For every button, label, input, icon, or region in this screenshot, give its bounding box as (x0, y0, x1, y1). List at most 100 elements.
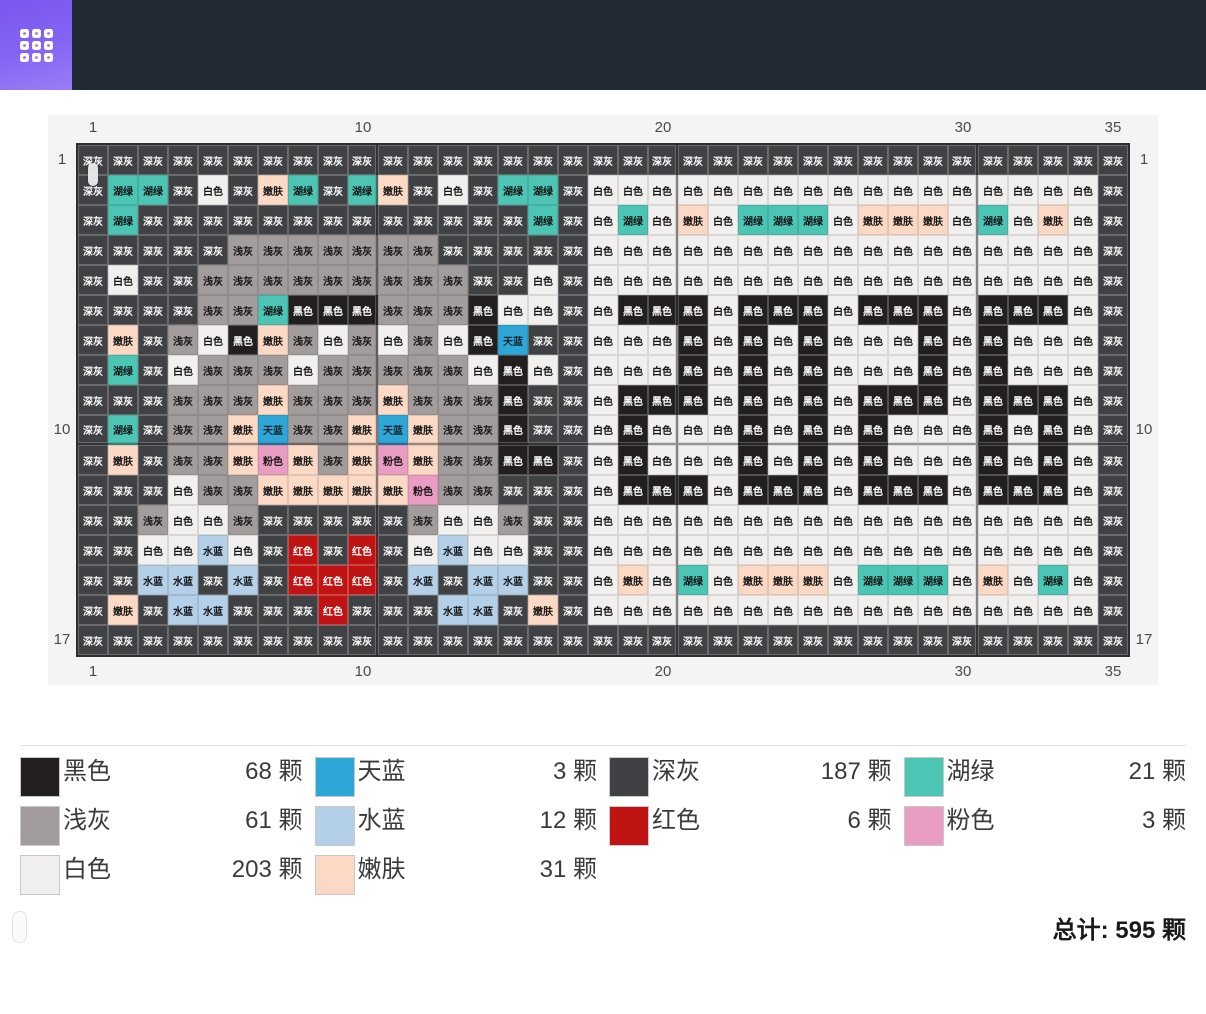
grid-cell[interactable]: 白色 (1068, 475, 1098, 505)
grid-cell[interactable]: 黑色 (978, 295, 1008, 325)
grid-cell[interactable]: 白色 (1008, 445, 1038, 475)
grid-cell[interactable]: 黑色 (888, 475, 918, 505)
grid-cell[interactable]: 深灰 (1008, 625, 1038, 655)
grid-cell[interactable]: 黑色 (918, 355, 948, 385)
grid-cell[interactable]: 深灰 (618, 625, 648, 655)
grid-cell[interactable]: 浅灰 (228, 505, 258, 535)
grid-cell[interactable]: 白色 (948, 205, 978, 235)
grid-cell[interactable]: 深灰 (1098, 235, 1128, 265)
grid-cell[interactable]: 深灰 (378, 145, 408, 175)
grid-cell[interactable]: 深灰 (288, 505, 318, 535)
grid-cell[interactable]: 黑色 (798, 295, 828, 325)
grid-cell[interactable]: 深灰 (348, 595, 378, 625)
grid-cell[interactable]: 深灰 (378, 535, 408, 565)
grid-cell[interactable]: 深灰 (228, 625, 258, 655)
grid-cell[interactable]: 白色 (678, 505, 708, 535)
grid-cell[interactable]: 白色 (1068, 265, 1098, 295)
side-handle[interactable] (12, 911, 27, 943)
grid-cell[interactable]: 深灰 (228, 175, 258, 205)
grid-cell[interactable]: 白色 (888, 415, 918, 445)
grid-cell[interactable]: 浅灰 (288, 325, 318, 355)
grid-cell[interactable]: 白色 (828, 385, 858, 415)
grid-cell[interactable]: 黑色 (618, 445, 648, 475)
grid-cell[interactable]: 深灰 (948, 625, 978, 655)
grid-cell[interactable]: 白色 (828, 295, 858, 325)
grid-cell[interactable]: 浅灰 (258, 265, 288, 295)
grid-cell[interactable]: 白色 (858, 505, 888, 535)
grid-cell[interactable]: 白色 (948, 475, 978, 505)
grid-cell[interactable]: 浅灰 (198, 385, 228, 415)
grid-cell[interactable]: 深灰 (498, 235, 528, 265)
grid-cell[interactable]: 黑色 (678, 325, 708, 355)
grid-cell[interactable]: 黑色 (858, 415, 888, 445)
grid-cell[interactable]: 深灰 (708, 625, 738, 655)
grid-cell[interactable]: 白色 (858, 175, 888, 205)
grid-cell[interactable]: 深灰 (618, 145, 648, 175)
grid-cell[interactable]: 白色 (1038, 265, 1068, 295)
grid-cell[interactable]: 黑色 (858, 385, 888, 415)
grid-cell[interactable]: 白色 (588, 385, 618, 415)
grid-cell[interactable]: 白色 (888, 235, 918, 265)
grid-cell[interactable]: 湖绿 (888, 565, 918, 595)
grid-cell[interactable]: 白色 (768, 265, 798, 295)
grid-cell[interactable]: 白色 (138, 535, 168, 565)
grid-cell[interactable]: 白色 (528, 265, 558, 295)
grid-cell[interactable]: 白色 (618, 235, 648, 265)
grid-cell[interactable]: 白色 (498, 295, 528, 325)
grid-cell[interactable]: 嫩肤 (228, 415, 258, 445)
grid-cell[interactable]: 白色 (588, 235, 618, 265)
grid-cell[interactable]: 浅灰 (408, 355, 438, 385)
grid-cell[interactable]: 黑色 (918, 475, 948, 505)
grid-cell[interactable]: 黑色 (858, 445, 888, 475)
grid-cell[interactable]: 白色 (1068, 295, 1098, 325)
grid-cell[interactable]: 深灰 (108, 385, 138, 415)
grid-cell[interactable]: 嫩肤 (108, 325, 138, 355)
grid-cell[interactable]: 白色 (1008, 595, 1038, 625)
grid-cell[interactable]: 白色 (1008, 535, 1038, 565)
grid-cell[interactable]: 白色 (1068, 175, 1098, 205)
grid-cell[interactable]: 天蓝 (498, 325, 528, 355)
grid-cell[interactable]: 深灰 (648, 145, 678, 175)
grid-cell[interactable]: 深灰 (498, 205, 528, 235)
grid-cell[interactable]: 深灰 (258, 205, 288, 235)
grid-cell[interactable]: 湖绿 (258, 295, 288, 325)
grid-cell[interactable]: 深灰 (318, 205, 348, 235)
grid-cell[interactable]: 黑色 (1008, 475, 1038, 505)
grid-cell[interactable]: 白色 (678, 595, 708, 625)
grid-cell[interactable]: 深灰 (138, 445, 168, 475)
grid-cell[interactable]: 深灰 (738, 145, 768, 175)
grid-cell[interactable]: 深灰 (168, 265, 198, 295)
grid-cell[interactable]: 水蓝 (168, 565, 198, 595)
grid-cell[interactable]: 白色 (1008, 235, 1038, 265)
grid-cell[interactable]: 深灰 (498, 595, 528, 625)
grid-cell[interactable]: 深灰 (558, 535, 588, 565)
grid-cell[interactable]: 浅灰 (228, 265, 258, 295)
grid-cell[interactable]: 浅灰 (318, 265, 348, 295)
grid-cell[interactable]: 白色 (798, 175, 828, 205)
grid-cell[interactable]: 黑色 (618, 415, 648, 445)
grid-cell[interactable]: 深灰 (408, 205, 438, 235)
grid-cell[interactable]: 深灰 (348, 625, 378, 655)
grid-cell[interactable]: 白色 (978, 265, 1008, 295)
grid-cell[interactable]: 湖绿 (348, 175, 378, 205)
grid-cell[interactable]: 深灰 (978, 625, 1008, 655)
grid-cell[interactable]: 白色 (798, 535, 828, 565)
grid-cell[interactable]: 湖绿 (528, 175, 558, 205)
grid-cell[interactable]: 嫩肤 (108, 595, 138, 625)
grid-cell[interactable]: 白色 (1038, 505, 1068, 535)
grid-cell[interactable]: 深灰 (168, 205, 198, 235)
grid-cell[interactable]: 白色 (738, 505, 768, 535)
grid-cell[interactable]: 黑色 (1038, 295, 1068, 325)
grid-cell[interactable]: 白色 (468, 535, 498, 565)
grid-cell[interactable]: 深灰 (78, 505, 108, 535)
grid-cell[interactable]: 浅灰 (408, 385, 438, 415)
grid-cell[interactable]: 深灰 (558, 355, 588, 385)
grid-cell[interactable]: 白色 (828, 505, 858, 535)
grid-cell[interactable]: 黑色 (798, 325, 828, 355)
grid-cell[interactable]: 深灰 (108, 535, 138, 565)
grid-cell[interactable]: 浅灰 (198, 295, 228, 325)
grid-cell[interactable]: 嫩肤 (378, 475, 408, 505)
grid-cell[interactable]: 水蓝 (438, 595, 468, 625)
grid-cell[interactable]: 浅灰 (168, 385, 198, 415)
grid-cell[interactable]: 白色 (828, 415, 858, 445)
